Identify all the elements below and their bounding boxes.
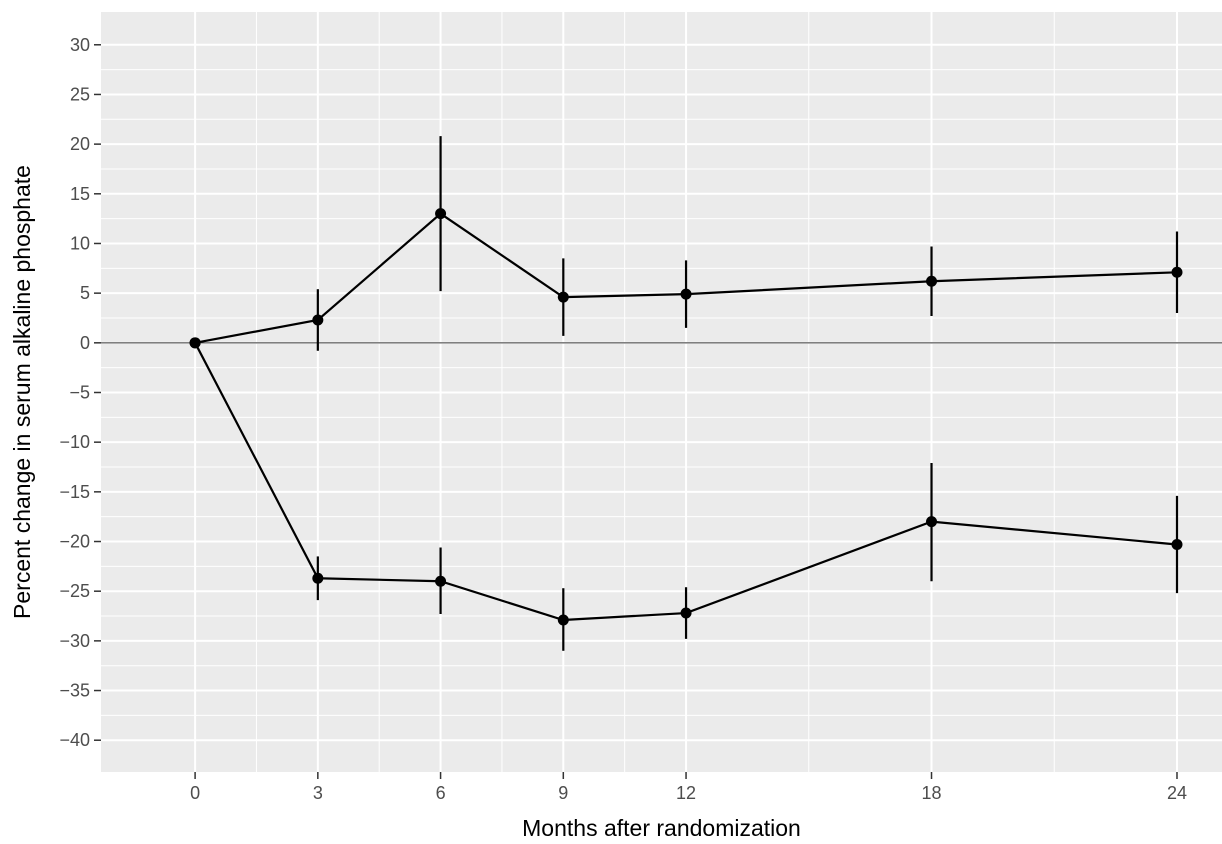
data-point <box>189 337 201 349</box>
y-tick-label: 20 <box>70 134 90 154</box>
data-point <box>557 614 569 626</box>
y-tick-label: 30 <box>70 35 90 55</box>
x-tick-label: 12 <box>676 783 696 803</box>
data-point <box>435 208 447 220</box>
y-tick-label: 5 <box>80 283 90 303</box>
y-tick-label: 15 <box>70 184 90 204</box>
data-point <box>557 291 569 303</box>
data-point <box>312 572 324 584</box>
x-tick-label: 6 <box>436 783 446 803</box>
major-gridlines <box>101 12 1222 772</box>
x-axis-title: Months after randomization <box>522 815 801 841</box>
y-tick-label: 10 <box>70 233 90 253</box>
data-point <box>435 575 447 587</box>
y-tick-label: −15 <box>59 482 90 502</box>
x-tick-label: 0 <box>190 783 200 803</box>
y-tick-label: 0 <box>80 333 90 353</box>
y-tick-label: −10 <box>59 432 90 452</box>
y-axis: 30 25 20 15 10 5 0 −5 −10 −15 −20 −25 −30 −35 −40 <box>59 35 101 750</box>
x-tick-label: 9 <box>558 783 568 803</box>
data-point <box>926 516 938 528</box>
data-point <box>680 288 692 300</box>
data-point <box>680 607 692 619</box>
data-point <box>312 314 324 326</box>
y-tick-label: −5 <box>69 382 90 402</box>
x-tick-label: 18 <box>922 783 942 803</box>
data-point <box>1171 266 1183 278</box>
x-tick-label: 24 <box>1167 783 1187 803</box>
y-tick-label: −30 <box>59 631 90 651</box>
data-point <box>1171 538 1183 550</box>
data-point <box>926 275 938 287</box>
y-tick-label: 25 <box>70 84 90 104</box>
x-axis: 0 3 6 9 12 18 24 <box>190 772 1187 803</box>
y-tick-label: −25 <box>59 581 90 601</box>
y-axis-title: Percent change in serum alkaline phospha… <box>9 165 35 619</box>
series-2 <box>189 337 1183 651</box>
x-tick-label: 3 <box>313 783 323 803</box>
y-tick-label: −35 <box>59 681 90 701</box>
y-tick-label: −40 <box>59 730 90 750</box>
y-tick-label: −20 <box>59 532 90 552</box>
series-layer <box>189 136 1183 651</box>
